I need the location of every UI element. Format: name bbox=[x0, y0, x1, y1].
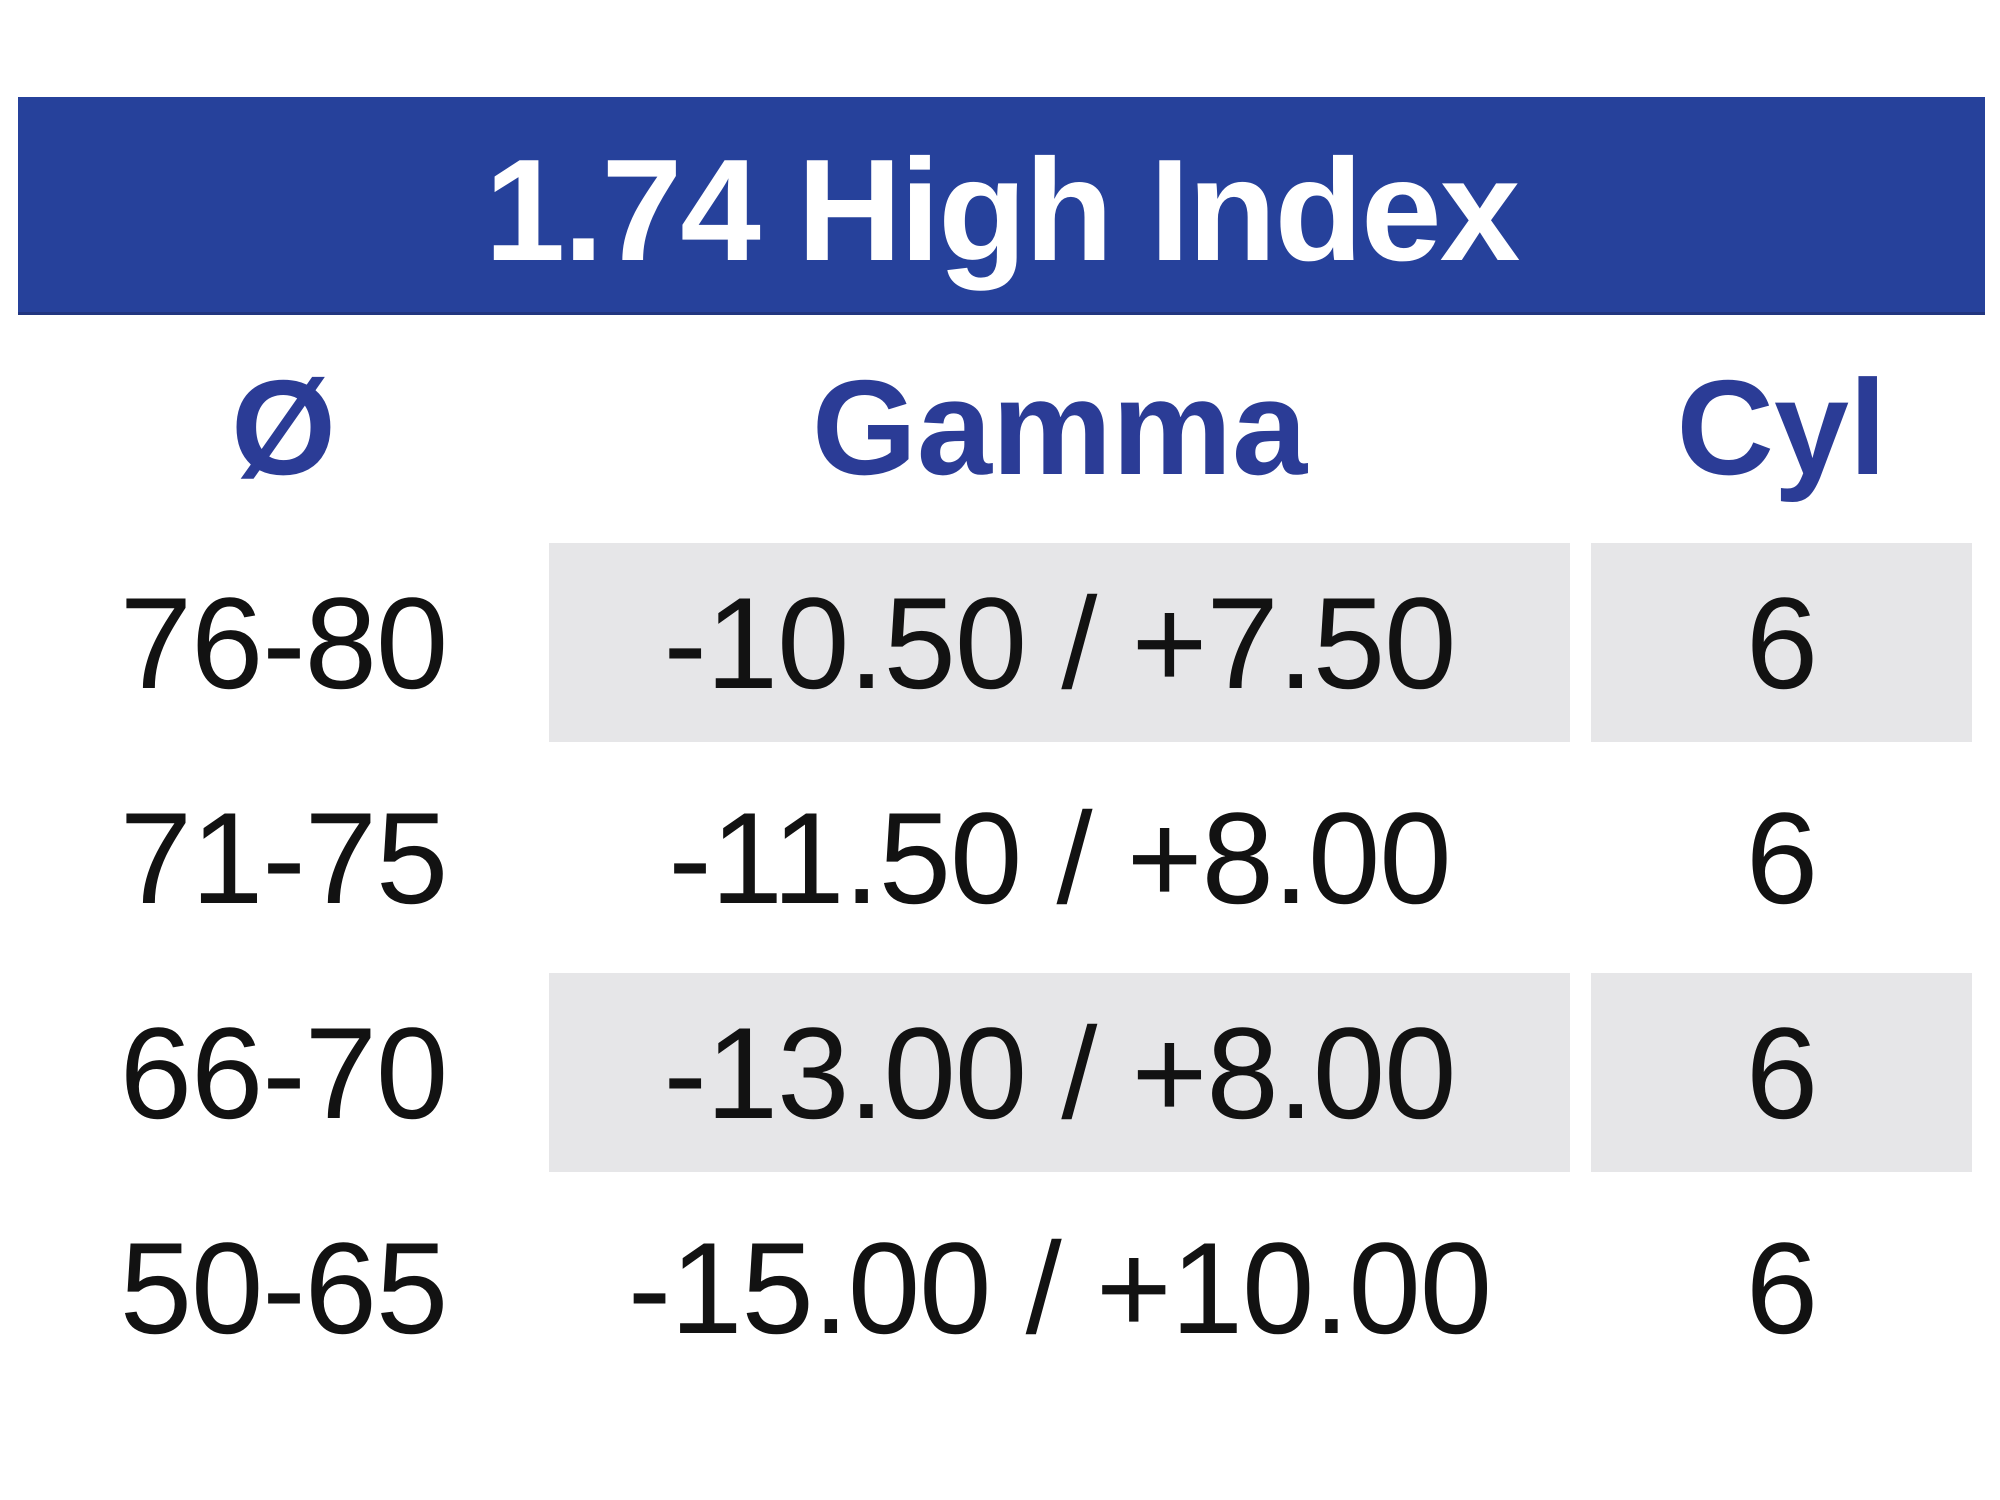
column-header-gamma: Gamma bbox=[811, 351, 1308, 503]
table-header-row: Ø Gamma Cyl bbox=[18, 327, 1972, 527]
diameter-cell: 76-80 bbox=[119, 569, 449, 716]
gamma-cell: -10.50 / +7.50 bbox=[549, 543, 1570, 742]
gamma-cell: -13.00 / +8.00 bbox=[549, 973, 1570, 1172]
gamma-cell: -15.00 / +10.00 bbox=[627, 1214, 1492, 1361]
table-row: 71-75 -11.50 / +8.00 6 bbox=[18, 758, 1972, 957]
diameter-cell: 66-70 bbox=[119, 999, 449, 1146]
column-header-cyl: Cyl bbox=[1676, 351, 1887, 503]
diameter-cell: 50-65 bbox=[119, 1214, 449, 1361]
cyl-cell: 6 bbox=[1591, 973, 1972, 1172]
cyl-cell: 6 bbox=[1745, 1214, 1818, 1361]
availability-table: Ø Gamma Cyl 76-80 -10.50 / +7.50 6 71-75… bbox=[18, 327, 1972, 1387]
table-row: 66-70 -13.00 / +8.00 6 bbox=[18, 973, 1972, 1172]
cyl-cell: 6 bbox=[1591, 543, 1972, 742]
gamma-cell: -11.50 / +8.00 bbox=[668, 784, 1451, 931]
cyl-cell: 6 bbox=[1745, 784, 1818, 931]
table-row: 50-65 -15.00 / +10.00 6 bbox=[18, 1188, 1972, 1387]
title-banner: 1.74 High Index bbox=[18, 97, 1985, 315]
table-row: 76-80 -10.50 / +7.50 6 bbox=[18, 543, 1972, 742]
column-header-diameter: Ø bbox=[230, 351, 336, 503]
diameter-cell: 71-75 bbox=[119, 784, 449, 931]
page-title: 1.74 High Index bbox=[484, 129, 1521, 291]
